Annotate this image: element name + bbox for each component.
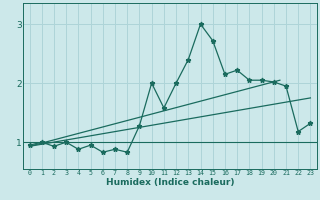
X-axis label: Humidex (Indice chaleur): Humidex (Indice chaleur) [106, 178, 234, 187]
